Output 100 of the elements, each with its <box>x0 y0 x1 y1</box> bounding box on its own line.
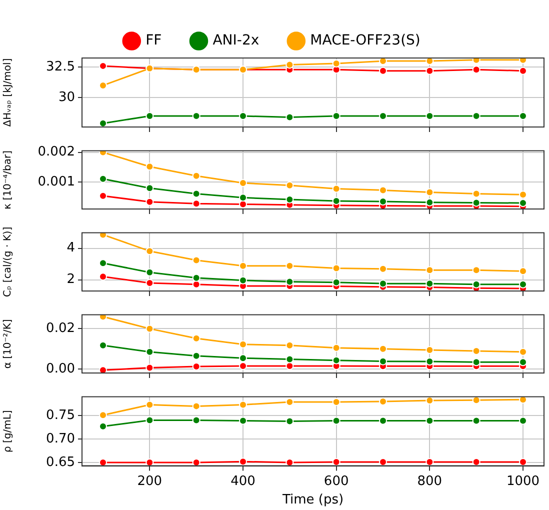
point <box>239 179 247 188</box>
point <box>519 416 527 425</box>
y-tick-label: 30 <box>58 90 75 106</box>
x-tick-label: 800 <box>417 474 442 489</box>
point <box>332 184 340 193</box>
point <box>99 174 107 183</box>
point <box>472 58 480 64</box>
point <box>379 66 387 75</box>
point <box>379 198 387 206</box>
y-tick-label: 0.75 <box>46 408 75 423</box>
point <box>239 340 247 348</box>
point <box>519 58 527 64</box>
point <box>286 458 294 466</box>
point <box>239 400 247 409</box>
point <box>146 278 154 287</box>
point <box>146 268 154 276</box>
point <box>519 66 527 75</box>
point <box>99 314 107 321</box>
point <box>472 358 480 366</box>
point <box>519 358 527 366</box>
point <box>332 112 340 120</box>
point <box>472 198 480 207</box>
x-tick-label: 600 <box>324 474 349 489</box>
point <box>426 280 434 288</box>
point <box>426 458 434 466</box>
point <box>286 262 294 270</box>
point <box>472 416 480 425</box>
point <box>192 190 200 198</box>
point <box>379 344 387 353</box>
point <box>286 181 294 190</box>
point <box>332 196 340 205</box>
point <box>192 256 200 264</box>
point <box>286 60 294 69</box>
y-axis-title: α [10⁻²/K] <box>2 319 14 369</box>
point <box>332 264 340 272</box>
point <box>239 194 247 202</box>
point <box>146 198 154 206</box>
point <box>99 366 107 373</box>
point <box>379 264 387 273</box>
point <box>146 112 154 120</box>
y-axis-title: Cₚ [cal/(g · K)] <box>2 226 14 298</box>
point <box>192 402 200 410</box>
point <box>379 186 387 194</box>
x-axis-title: Time (ps) <box>281 492 344 508</box>
point <box>426 346 434 354</box>
point <box>472 458 480 466</box>
legend-label: ANI-2x <box>212 32 260 49</box>
point <box>472 190 480 198</box>
point <box>286 113 294 122</box>
point <box>426 358 434 366</box>
point <box>99 150 107 156</box>
point <box>146 162 154 171</box>
legend-label: FF <box>146 32 162 49</box>
point <box>519 348 527 356</box>
point <box>192 458 200 466</box>
x-tick-label: 200 <box>137 474 162 489</box>
point <box>99 119 107 127</box>
y-tick-label: 0.65 <box>46 454 75 470</box>
point <box>379 458 387 466</box>
point <box>146 458 154 466</box>
point <box>379 416 387 425</box>
point <box>239 354 247 362</box>
point <box>332 458 340 466</box>
point <box>379 357 387 366</box>
point <box>519 199 527 208</box>
point <box>99 411 107 420</box>
point <box>286 278 294 286</box>
point <box>379 280 387 288</box>
point <box>99 341 107 350</box>
point <box>426 266 434 274</box>
point <box>99 458 107 466</box>
point <box>99 272 107 281</box>
point <box>519 267 527 276</box>
point <box>146 324 154 333</box>
point <box>146 364 154 372</box>
point <box>192 200 200 208</box>
x-tick-label: 1000 <box>506 474 540 489</box>
point <box>239 458 247 466</box>
point <box>99 422 107 430</box>
point <box>519 280 527 288</box>
point <box>146 400 154 409</box>
point <box>146 348 154 356</box>
point <box>472 266 480 274</box>
point <box>99 232 107 239</box>
point <box>426 58 434 66</box>
point <box>239 416 247 425</box>
point <box>146 247 154 256</box>
point <box>426 396 434 405</box>
x-tick-label: 400 <box>230 474 256 489</box>
y-axis-title: κ [10⁻⁴/bar] <box>2 150 14 210</box>
y-tick-label: 4 <box>66 240 75 256</box>
legend-label: MACE-OFF23(S) <box>310 32 420 49</box>
point <box>146 184 154 192</box>
point <box>519 458 527 466</box>
point <box>192 416 200 424</box>
point <box>286 341 294 350</box>
point <box>239 262 247 270</box>
point <box>192 352 200 360</box>
point <box>426 416 434 425</box>
point <box>192 334 200 342</box>
